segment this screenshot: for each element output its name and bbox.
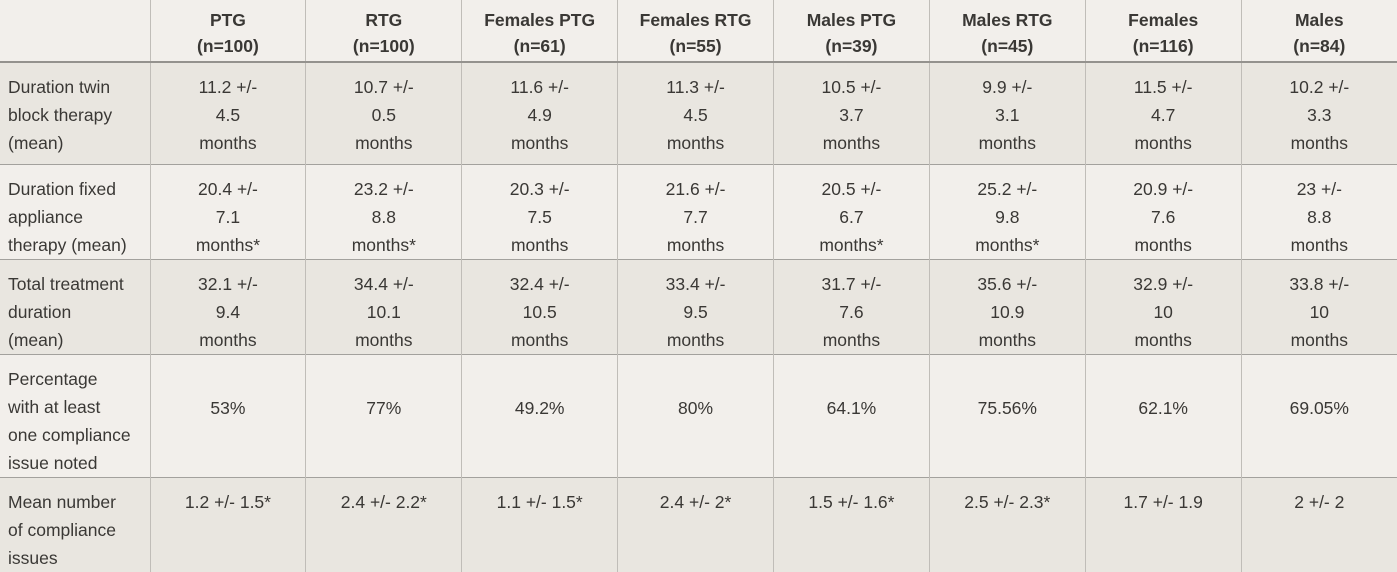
table-cell: 1.7 +/- 1.9 xyxy=(1085,477,1242,572)
table-cell: 25.2 +/- 9.8 months* xyxy=(929,164,1086,259)
row-label: Total treatment duration (mean) xyxy=(0,259,151,354)
corner-cell xyxy=(0,0,151,62)
table-row: Total treatment duration (mean) 32.1 +/- … xyxy=(0,259,1397,354)
column-header: Females (n=116) xyxy=(1085,0,1242,62)
table-row: Percentage with at least one compliance … xyxy=(0,354,1397,477)
header-row: PTG (n=100) RTG (n=100) Females PTG (n=61)… xyxy=(0,0,1397,62)
table-cell: 80% xyxy=(617,354,774,477)
table-cell: 10.5 +/- 3.7 months xyxy=(773,62,930,164)
table-cell: 2 +/- 2 xyxy=(1294,491,1345,512)
table-cell: 62.1% xyxy=(1085,354,1242,477)
table-cell: 32.1 +/- 9.4 months xyxy=(150,259,307,354)
table-cell: 32.4 +/- 10.5 months xyxy=(461,259,619,354)
table-row: Duration fixed appliance therapy (mean) 2… xyxy=(0,164,1397,259)
table-cell: 20.4 +/- 7.1 months* xyxy=(150,164,307,259)
table-cell: 1.1 +/- 1.5* xyxy=(461,477,619,572)
row-label: Mean number of compliance issues xyxy=(0,477,151,572)
table-cell: 33.4 +/- 9.5 months xyxy=(617,259,774,354)
table-cell: 21.6 +/- 7.7 months xyxy=(617,164,774,259)
table-cell: 2.4 +/- 2.2* xyxy=(305,477,463,572)
column-header: Females PTG (n=61) xyxy=(461,0,619,62)
table-cell: 9.9 +/- 3.1 months xyxy=(929,62,1086,164)
table-cell: 75.56% xyxy=(929,354,1086,477)
table-cell: 20.5 +/- 6.7 months* xyxy=(773,164,930,259)
table-cell: 77% xyxy=(305,354,463,477)
table-cell: 1.2 +/- 1.5* xyxy=(150,477,307,572)
row-label: Duration twin block therapy (mean) xyxy=(0,62,151,164)
table-cell: 20.3 +/- 7.5 months xyxy=(461,164,619,259)
table-cell: 11.3 +/- 4.5 months xyxy=(617,62,774,164)
table-cell: 10.2 +/- 3.3 months xyxy=(1289,77,1350,153)
table-cell: 33.8 +/- 10 months xyxy=(1289,273,1350,350)
table-cell: 10.7 +/- 0.5 months xyxy=(305,62,463,164)
table-cell: 2.4 +/- 2* xyxy=(617,477,774,572)
table-cell: 1.5 +/- 1.6* xyxy=(773,477,930,572)
table-row: Duration twin block therapy (mean) 11.2 +… xyxy=(0,62,1397,164)
column-header: RTG (n=100) xyxy=(305,0,463,62)
table-cell: 53% xyxy=(150,354,307,477)
table-cell: 11.5 +/- 4.7 months xyxy=(1085,62,1242,164)
table-cell: 2.5 +/- 2.3* xyxy=(929,477,1086,572)
column-header: Females RTG (n=55) xyxy=(617,0,774,62)
table-cell: 31.7 +/- 7.6 months xyxy=(773,259,930,354)
table-cell: 34.4 +/- 10.1 months xyxy=(305,259,463,354)
column-header: Males PTG (n=39) xyxy=(773,0,930,62)
column-header: PTG (n=100) xyxy=(150,0,307,62)
row-label: Percentage with at least one compliance … xyxy=(0,354,151,477)
column-header: Males RTG (n=45) xyxy=(929,0,1086,62)
column-header: Males (n=84) xyxy=(1293,10,1346,56)
table-cell: 49.2% xyxy=(461,354,619,477)
table-cell: 23.2 +/- 8.8 months* xyxy=(305,164,463,259)
row-label: Duration fixed appliance therapy (mean) xyxy=(0,164,151,259)
table-cell: 20.9 +/- 7.6 months xyxy=(1085,164,1242,259)
table-cell: 64.1% xyxy=(773,354,930,477)
table-cell: 23 +/- 8.8 months xyxy=(1290,178,1348,255)
table-cell: 35.6 +/- 10.9 months xyxy=(929,259,1086,354)
table-row: Mean number of compliance issues 1.2 +/- … xyxy=(0,477,1397,572)
table-cell: 32.9 +/- 10 months xyxy=(1085,259,1242,354)
table-cell: 11.6 +/- 4.9 months xyxy=(461,62,619,164)
table-cell: 11.2 +/- 4.5 months xyxy=(150,62,307,164)
table-cell: 69.05% xyxy=(1289,397,1349,418)
